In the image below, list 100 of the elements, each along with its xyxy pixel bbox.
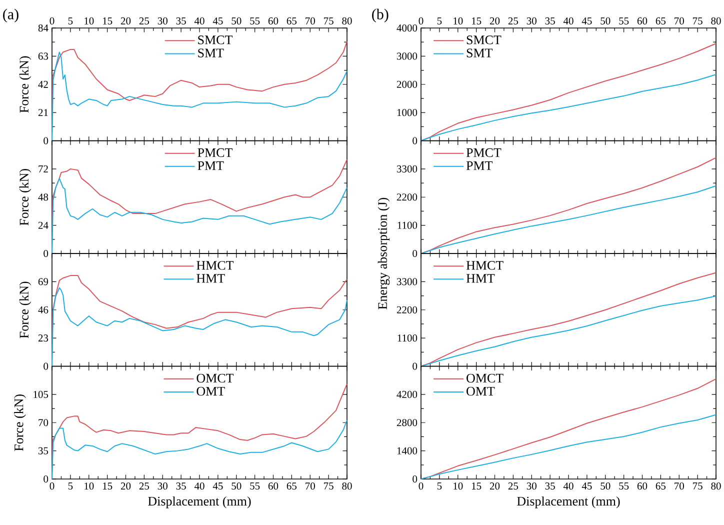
x-tick-label: 60	[268, 17, 278, 24]
y-tick-label: 3000	[396, 52, 418, 60]
x-tick-label: 65	[656, 482, 666, 490]
x-tick-label: 30	[158, 482, 168, 490]
y-tick-label: 0	[44, 475, 48, 483]
y-tick-label: 0	[412, 362, 418, 370]
x-tick-label: 45	[582, 482, 592, 490]
x-axis-title: Displacement (mm)	[517, 496, 620, 508]
x-tick-label: 5	[437, 17, 442, 24]
legend-label: HMCT	[196, 261, 234, 270]
x-tick-label: 25	[508, 17, 518, 24]
legend-label: OMT	[466, 386, 495, 396]
x-tick-label: 50	[232, 482, 242, 490]
x-tick-label: 10	[454, 482, 463, 490]
x-tick-label: 25	[508, 482, 518, 490]
legend-label: OMCT	[466, 374, 504, 383]
legend-label: PMT	[198, 161, 224, 170]
y-tick-label: 24	[38, 222, 48, 229]
x-tick-label: 80	[711, 482, 721, 490]
x-tick-label: 15	[102, 17, 112, 24]
x-tick-label: 55	[619, 17, 629, 24]
y-tick-label: 2200	[396, 194, 418, 201]
x-tick-label: 55	[250, 17, 260, 24]
legend-label: SMCT	[198, 36, 232, 44]
y-tick-label: 1100	[398, 334, 418, 342]
x-tick-label: 40	[194, 17, 204, 24]
x-tick-label: 60	[268, 482, 278, 490]
y-tick-label: 21	[38, 109, 48, 116]
y-tick-label: 72	[38, 165, 48, 172]
y-tick-label: 42	[38, 80, 48, 88]
x-tick-label: 50	[600, 482, 610, 490]
x-tick-label: 40	[563, 17, 574, 24]
y-tick-label: 1400	[397, 447, 418, 454]
line-series	[52, 178, 348, 254]
x-tick-label: 15	[102, 482, 112, 490]
x-tick-label: 35	[545, 17, 555, 24]
y-tick-label: 48	[38, 194, 48, 201]
y-tick-label: 2800	[396, 419, 418, 426]
x-tick-label: 80	[342, 482, 352, 490]
y-tick-label: 0	[412, 250, 418, 258]
x-tick-label: 30	[526, 482, 536, 490]
x-tick-label: 45	[212, 482, 223, 490]
x-tick-label: 35	[545, 482, 555, 490]
legend-label: HMT	[466, 274, 495, 283]
y-tick-label: 84	[38, 24, 48, 32]
legend-label: SMT	[198, 48, 224, 58]
y-tick-label: 0	[44, 250, 48, 258]
y-tick-label: 0	[44, 362, 48, 370]
legend-label: PMCT	[198, 148, 232, 158]
x-tick-label: 10	[84, 482, 94, 490]
y-tick-label: 63	[38, 52, 48, 60]
x-tick-label: 55	[619, 482, 629, 490]
x-tick-label: 20	[490, 17, 500, 24]
x-tick-label: 70	[674, 482, 684, 490]
y-tick-label: 70	[38, 419, 48, 426]
text: (b)	[372, 8, 388, 22]
x-tick-label: 5	[68, 482, 73, 490]
x-tick-label: 80	[711, 17, 721, 24]
y-tick-label: 69	[38, 278, 48, 286]
x-tick-label: 30	[526, 17, 536, 24]
x-tick-label: 30	[158, 17, 168, 24]
y-tick-label: 0	[412, 137, 418, 144]
y-tick-label: 2200	[396, 306, 418, 314]
x-tick-label: 0	[418, 482, 424, 490]
x-tick-label: 5	[437, 482, 442, 490]
x-tick-label: 75	[324, 482, 334, 490]
y-axis-title: Force (kN)	[14, 394, 26, 451]
y-tick-label: 1100	[398, 222, 418, 229]
x-tick-label: 75	[693, 482, 702, 490]
y-axis-title: Force (kN)	[19, 282, 32, 338]
y-tick-label: 1000	[397, 109, 418, 116]
x-tick-label: 20	[490, 482, 500, 490]
x-tick-label: 75	[324, 17, 334, 24]
legend-label: PMT	[466, 161, 493, 170]
x-tick-label: 45	[212, 17, 223, 24]
x-tick-label: 0	[50, 17, 54, 24]
x-tick-label: 60	[637, 17, 648, 24]
legend-label: PMCT	[466, 148, 502, 158]
x-tick-label: 60	[637, 482, 648, 490]
y-tick-label: 4200	[396, 390, 418, 398]
x-tick-label: 0	[418, 17, 424, 24]
y-tick-label: 105	[34, 390, 48, 398]
x-axis-title: Displacement (mm)	[148, 496, 251, 508]
x-tick-label: 50	[232, 17, 242, 24]
x-tick-label: 55	[250, 482, 260, 490]
text: (a)	[3, 8, 18, 22]
x-tick-label: 25	[139, 17, 150, 24]
y-tick-label: 35	[38, 447, 48, 454]
legend-label: OMCT	[196, 374, 234, 383]
x-tick-label: 50	[600, 17, 610, 24]
x-tick-label: 20	[120, 17, 131, 24]
x-tick-label: 40	[563, 482, 574, 490]
legend-label: SMT	[466, 48, 493, 58]
x-tick-label: 70	[306, 17, 315, 24]
x-tick-label: 65	[286, 17, 297, 24]
x-tick-label: 35	[176, 17, 186, 24]
y-tick-label: 3300	[396, 165, 418, 172]
y-axis-title: Force (kN)	[19, 56, 32, 113]
x-tick-label: 0	[50, 482, 54, 490]
line-series	[420, 414, 717, 480]
